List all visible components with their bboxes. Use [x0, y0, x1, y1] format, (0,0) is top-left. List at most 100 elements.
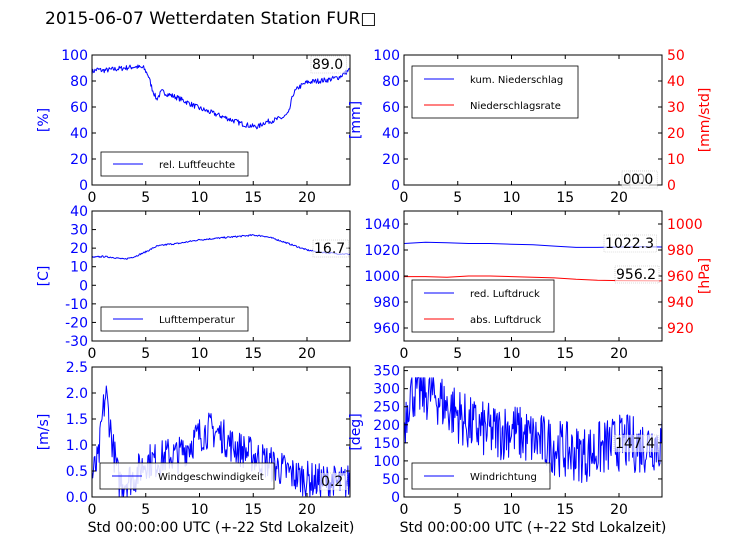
- y-tick-label: 1040: [364, 217, 400, 233]
- y-tick-label: 960: [373, 321, 400, 337]
- end-value-box: [312, 239, 349, 258]
- plot-frame: [403, 54, 663, 186]
- x-tick-label: 10: [191, 346, 209, 362]
- legend-label: Windgeschwindigkeit: [158, 472, 264, 483]
- legend-label: Lufttemperatur: [159, 315, 236, 326]
- y-axis-label: [deg]: [348, 413, 364, 450]
- legend: red. Luftdruck abs. Luftdruck: [411, 279, 555, 333]
- x-tick-label: 20: [298, 502, 316, 518]
- y-tick-label: 150: [373, 436, 400, 452]
- y-tick-label: 0: [391, 490, 400, 506]
- y-tick-label: 40: [382, 126, 400, 142]
- y-right-tick-label: 960: [667, 269, 694, 285]
- y-tick-label: 0.0: [66, 490, 88, 506]
- legend: Lufttemperatur: [100, 306, 249, 332]
- legend: Windgeschwindigkeit: [99, 462, 275, 490]
- x-tick-label: 20: [298, 190, 316, 206]
- end-value-label: 1022.3: [605, 236, 654, 252]
- y-tick-label: 10: [70, 260, 88, 276]
- x-tick-label: 15: [556, 190, 574, 206]
- x-tick-label: 0: [88, 346, 97, 362]
- y-tick-label: 50: [382, 472, 400, 488]
- subplot-5: 0 5 10 15 20 0.0 0.5 1.0 1.5 2.0 2.5 [m/s] Std 00:00…: [36, 360, 354, 536]
- plot-frame: [91, 210, 351, 342]
- end-value-box-2: [629, 170, 658, 189]
- x-tick-label: 15: [556, 346, 574, 362]
- y-right-tick-label: 20: [667, 126, 685, 142]
- x-tick-label: 20: [298, 346, 316, 362]
- y-tick-label: 60: [382, 100, 400, 116]
- legend-label: kum. Niederschlag: [470, 75, 563, 86]
- series-line-1: [92, 234, 350, 260]
- y-tick-label: 200: [373, 418, 400, 434]
- end-value-label-2: 0.0: [631, 172, 653, 188]
- y-tick-label: 100: [61, 48, 88, 64]
- y-axis-label: [C]: [36, 266, 52, 287]
- y-tick-label: 40: [70, 126, 88, 142]
- end-value-box: [603, 234, 657, 253]
- x-axis-label: Std 00:00:00 UTC (+-22 Std Lokalzeit): [88, 520, 355, 536]
- y-axis-label: [mm]: [348, 101, 364, 139]
- x-tick-label: 15: [244, 190, 262, 206]
- x-tick-label: 10: [503, 346, 521, 362]
- x-tick-label: 0: [88, 502, 97, 518]
- plot-frame: [403, 366, 663, 498]
- plot-frame: [91, 54, 351, 186]
- end-value-label: 89.0: [312, 57, 343, 73]
- y-right-tick-label: 50: [667, 48, 685, 64]
- series-line-1: [92, 64, 350, 130]
- y-tick-label: 1020: [364, 243, 400, 259]
- legend: kum. Niederschlag Niederschlagsrate: [411, 65, 579, 119]
- y-right-tick-label: 980: [667, 243, 694, 259]
- y-axis-label-right: [hPa]: [697, 258, 713, 294]
- subplot-4: 0 5 10 15 20 960 980 1000 1020 1040 920 940 960 980 10…: [364, 210, 713, 362]
- y-right-tick-label: 920: [667, 321, 694, 337]
- y-right-tick-label: 1000: [667, 217, 703, 233]
- series-line-1: [404, 377, 662, 483]
- legend-box: [411, 65, 579, 119]
- y-right-tick-label: 10: [667, 152, 685, 168]
- y-tick-label: 350: [373, 364, 400, 380]
- y-tick-label: 80: [70, 74, 88, 90]
- y-tick-label: 2.0: [66, 386, 88, 402]
- x-tick-label: 5: [141, 190, 150, 206]
- legend-label: Windrichtung: [470, 472, 537, 483]
- series-group: [92, 234, 350, 260]
- x-tick-label: 20: [610, 502, 628, 518]
- y-tick-label: 40: [70, 204, 88, 220]
- series-group: [92, 64, 350, 130]
- x-tick-label: 5: [141, 502, 150, 518]
- end-value-label: 0.2: [321, 474, 343, 490]
- x-tick-label: 5: [453, 502, 462, 518]
- y-tick-label: 80: [382, 74, 400, 90]
- legend-label: rel. Luftfeuchte: [159, 160, 235, 171]
- y-tick-label: 300: [373, 382, 400, 398]
- y-axis-label-right: [mm/std]: [697, 88, 713, 153]
- end-value-label: 147.4: [615, 436, 655, 452]
- x-tick-label: 0: [400, 346, 409, 362]
- y-tick-label: 1000: [364, 269, 400, 285]
- legend-label: abs. Luftdruck: [470, 315, 541, 326]
- end-value-box: [613, 434, 659, 453]
- x-axis-label: Std 00:00:00 UTC (+-22 Std Lokalzeit): [400, 520, 667, 536]
- y-tick-label: 20: [70, 241, 88, 257]
- y-tick-label: -20: [65, 315, 88, 331]
- y-tick-label: 0: [79, 178, 88, 194]
- x-tick-label: 0: [400, 190, 409, 206]
- end-value-box: [319, 472, 348, 491]
- x-tick-label: 5: [141, 346, 150, 362]
- end-value-label-2: 956.2: [616, 267, 656, 283]
- subplot-3: 0 5 10 15 20 -30 -20 -10 0 10 20 30 40 [C] Lufttempera…: [36, 204, 351, 362]
- x-tick-label: 15: [244, 502, 262, 518]
- x-tick-label: 5: [453, 346, 462, 362]
- x-tick-label: 0: [88, 190, 97, 206]
- figure-title: 2015-06-07 Wetterdaten Station FUR□: [45, 9, 377, 29]
- plot-frame: [91, 366, 351, 498]
- subplot-1: 0 5 10 15 20 0 20 40 60 80 100 [%] rel. Luftfeuchte 8…: [36, 48, 351, 206]
- y-tick-label: 1.5: [66, 412, 88, 428]
- x-tick-label: 10: [503, 502, 521, 518]
- subplot-2: 0 5 10 15 20 0 20 40 60 80 100 0 10 20 30 40 50 [mm] [mm/s…: [348, 48, 713, 206]
- y-tick-label: 0: [391, 178, 400, 194]
- legend-label: red. Luftdruck: [470, 289, 540, 300]
